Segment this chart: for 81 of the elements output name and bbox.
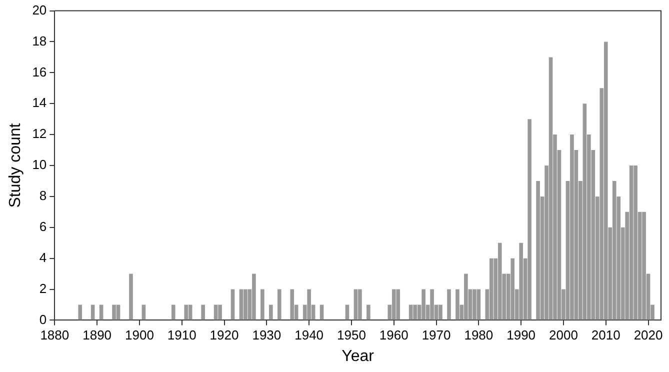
bar [171,304,176,320]
y-tick-label: 16 [32,64,47,80]
y-tick-label: 20 [32,2,47,18]
bar [548,57,553,320]
bar [408,304,413,320]
bar [214,304,218,320]
x-tick-label: 1990 [506,328,536,343]
bar [438,304,442,320]
bar [634,166,638,320]
bar [528,119,532,320]
bar [90,304,95,320]
bar [354,289,358,320]
bar [366,304,370,320]
bar [188,304,192,320]
bar [472,289,476,320]
bar [582,104,587,320]
x-tick-label: 1930 [252,328,282,343]
y-tick-label: 18 [32,33,47,48]
bar [345,304,350,320]
bar [239,289,244,320]
bar [142,304,146,320]
bar [112,304,116,320]
bar [252,274,256,320]
bar [184,304,188,320]
bar [269,304,273,320]
y-tick-label: 4 [39,250,47,265]
bar [116,304,120,320]
bar [396,289,400,320]
bar [498,242,502,320]
x-tick-label: 1900 [125,328,154,343]
bar [260,289,264,320]
y-tick-label: 6 [39,218,47,234]
bar [422,289,426,320]
bar [456,289,460,320]
bar [510,258,515,320]
bar [201,304,205,320]
bar [307,289,311,320]
bar [320,304,324,320]
bar [447,289,451,320]
bar [78,304,82,320]
bar [430,289,434,320]
x-tick-label: 1980 [464,328,494,343]
bar [392,289,396,320]
bar [358,289,362,320]
y-tick-label: 0 [39,312,47,327]
bar [536,180,540,320]
y-tick-label: 2 [39,280,47,296]
y-tick-label: 14 [32,95,47,110]
x-tick-label: 2000 [549,328,578,343]
bar [489,258,494,320]
y-tick-label: 10 [32,157,47,172]
bar [604,42,608,320]
x-tick-label: 2020 [634,328,663,343]
bar [129,274,133,320]
bar [476,289,481,320]
x-tick-label: 2010 [591,328,620,343]
x-tick-label: 1970 [422,328,451,343]
bar [218,304,222,320]
x-tick-label: 1890 [82,328,112,343]
bar [230,289,235,320]
y-tick-label: 12 [32,126,47,142]
bar [612,180,616,320]
x-tick-label: 1910 [167,328,196,343]
y-tick-label: 8 [39,188,47,204]
x-tick-label: 1950 [337,328,366,343]
x-axis-title: Year [342,348,375,365]
bar [570,134,574,320]
bar [290,289,294,320]
x-tick-label: 1960 [379,328,408,343]
x-tick-label: 1920 [210,328,239,343]
bar [244,289,248,320]
bar [99,304,104,320]
bar [413,304,417,320]
bar [642,212,646,320]
x-tick-label: 1880 [40,328,70,343]
bar [629,166,634,320]
y-axis-title: Study count [7,122,24,208]
bar [464,274,468,320]
x-tick-label: 1940 [294,328,324,343]
bar [519,242,523,320]
bar [277,289,282,320]
